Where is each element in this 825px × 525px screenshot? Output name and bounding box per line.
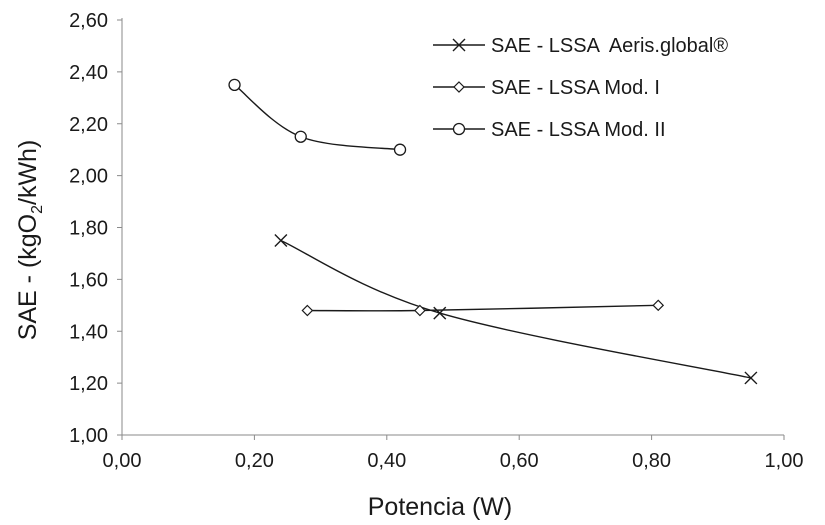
x-tick-label: 1,00 bbox=[765, 450, 804, 472]
y-tick-label: 1,60 bbox=[69, 269, 108, 291]
legend-label-1: SAE - LSSA Aeris.global® bbox=[491, 35, 728, 57]
legend-label-2: SAE - LSSA Mod. I bbox=[491, 77, 660, 99]
data-point-1 bbox=[433, 306, 447, 320]
plot-area: 0,00 0,20 0,40 0,60 0,80 1,00 1,00 1,20 1,40 1,60… bbox=[69, 10, 803, 472]
legend-marker-2 bbox=[453, 81, 465, 93]
y-tick-label: 2,60 bbox=[69, 10, 108, 32]
x-tick-label: 0,80 bbox=[632, 450, 671, 472]
series-line-1 bbox=[280, 239, 752, 379]
data-point-2 bbox=[414, 304, 426, 317]
x-tick-label: 0,00 bbox=[103, 450, 142, 472]
y-axis-title: SAE - (kgO2/kWh) bbox=[14, 140, 46, 341]
data-point-3 bbox=[228, 78, 241, 91]
y-tick-label: 2,00 bbox=[69, 166, 108, 188]
y-tick-label: 1,00 bbox=[69, 425, 108, 447]
legend-marker-3 bbox=[452, 122, 466, 136]
series-line-2 bbox=[307, 304, 659, 312]
data-point-3 bbox=[294, 130, 307, 143]
x-axis-title: Potencia (W) bbox=[368, 493, 512, 521]
data-point-2 bbox=[301, 304, 314, 317]
series-line-3 bbox=[234, 84, 401, 151]
legend: SAE - LSSA Aeris.global® SAE - LSSA Mod. … bbox=[433, 35, 728, 141]
y-tick-label: 1,80 bbox=[69, 218, 108, 240]
data-point-1 bbox=[274, 233, 288, 247]
y-tick-label: 1,40 bbox=[69, 321, 108, 343]
x-tick-label: 0,40 bbox=[367, 450, 406, 472]
data-point-1 bbox=[744, 371, 758, 385]
y-tick-label: 2,20 bbox=[69, 114, 108, 136]
legend-label-3: SAE - LSSA Mod. II bbox=[491, 119, 666, 141]
y-tick-label: 1,20 bbox=[69, 373, 108, 395]
x-tick-label: 0,20 bbox=[235, 450, 274, 472]
x-tick-label: 0,60 bbox=[500, 450, 539, 472]
data-point-2 bbox=[652, 299, 665, 312]
y-tick-label: 2,40 bbox=[69, 62, 108, 84]
data-point-3 bbox=[393, 143, 407, 156]
legend-marker-1 bbox=[452, 38, 466, 52]
